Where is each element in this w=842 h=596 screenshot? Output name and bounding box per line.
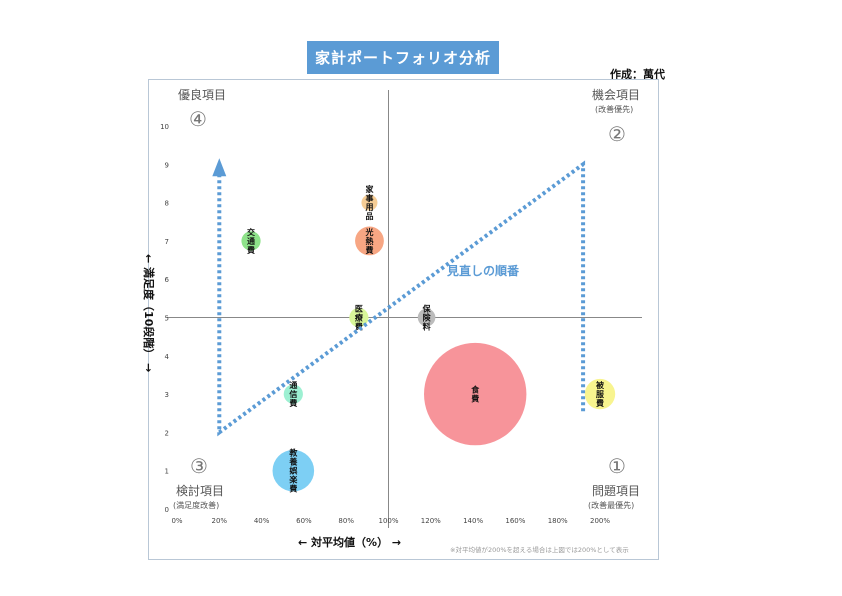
y-tick-label: 2: [165, 429, 169, 437]
bubble: [283, 384, 303, 404]
arrow-head-icon: [212, 158, 227, 177]
quadrant-2-number: ②: [608, 122, 626, 146]
bubble-label: 医療費: [355, 305, 364, 332]
x-tick-label: 0%: [171, 517, 182, 525]
bubble: [424, 342, 527, 446]
quadrant-2-title: 機会項目: [592, 87, 640, 102]
x-tick-label: 20%: [212, 517, 228, 525]
review-order-path: [217, 160, 586, 437]
quadrant-3-sub: (満足度改善): [173, 500, 219, 510]
y-tick-label: 4: [165, 353, 170, 361]
bubble-label: 被服費: [596, 380, 605, 408]
quadrant-4-number: ④: [189, 107, 207, 131]
y-tick-label: 6: [165, 276, 170, 284]
quadrant-1-title: 問題項目: [592, 484, 640, 498]
chart-title: 家計ポートフォリオ分析: [307, 41, 499, 74]
y-tick-label: 8: [165, 200, 169, 208]
x-tick-label: 180%: [548, 517, 568, 525]
x-tick-label: 80%: [338, 517, 354, 525]
y-tick-label: 1: [165, 468, 169, 476]
quadrant-2-sub: (改善優先): [595, 104, 633, 114]
quadrant-4-title: 優良項目: [178, 87, 226, 102]
footnote: ※対平均値が200%を超える場合は上図では200%として表示: [450, 545, 629, 554]
bubble-label: 通信費: [289, 380, 297, 408]
bubble-label: 食費: [471, 385, 480, 404]
bubble: [417, 308, 436, 327]
bubble-label: 教養娯楽費: [288, 448, 298, 494]
quadrant-3-number: ③: [190, 454, 208, 478]
y-tick-label: 7: [165, 238, 169, 246]
x-tick-label: 160%: [505, 517, 525, 525]
y-tick-label: 0: [165, 506, 169, 514]
x-tick-label: 40%: [254, 517, 270, 525]
quadrant-1-number: ①: [608, 454, 626, 478]
x-axis-label: ← 対平均値（%） →: [298, 535, 401, 549]
y-axis-label: ← 満足度（10段階） →: [142, 254, 156, 372]
x-tick-label: 60%: [296, 517, 312, 525]
quadrant-1-sub: (改善最優先): [588, 500, 634, 510]
x-tick-label: 200%: [590, 517, 610, 525]
x-tick-label: 120%: [421, 517, 441, 525]
x-tick-label: 140%: [463, 517, 483, 525]
bubble: [272, 449, 315, 492]
bubble-label: 交通費: [247, 227, 255, 255]
bubble: [361, 194, 378, 211]
bubble: [241, 231, 261, 251]
y-tick-label: 3: [165, 391, 169, 399]
bubble-label: 家事用品: [364, 184, 374, 221]
bubble-label: 保険料: [422, 304, 432, 332]
bubble: [349, 307, 369, 328]
y-tick-label: 5: [165, 315, 169, 323]
chart-frame: [148, 79, 659, 560]
bubble: [355, 226, 384, 256]
quadrant-3-title: 検討項目: [176, 483, 224, 498]
y-tick-label: 9: [165, 161, 169, 169]
bubble: [584, 378, 616, 410]
bubble-label: 光熱費: [364, 227, 373, 255]
y-tick-label: 10: [160, 123, 169, 131]
author-label: 作成：萬代: [610, 68, 665, 81]
review-order-label: 見直しの順番: [446, 263, 520, 278]
x-tick-label: 100%: [378, 517, 398, 525]
